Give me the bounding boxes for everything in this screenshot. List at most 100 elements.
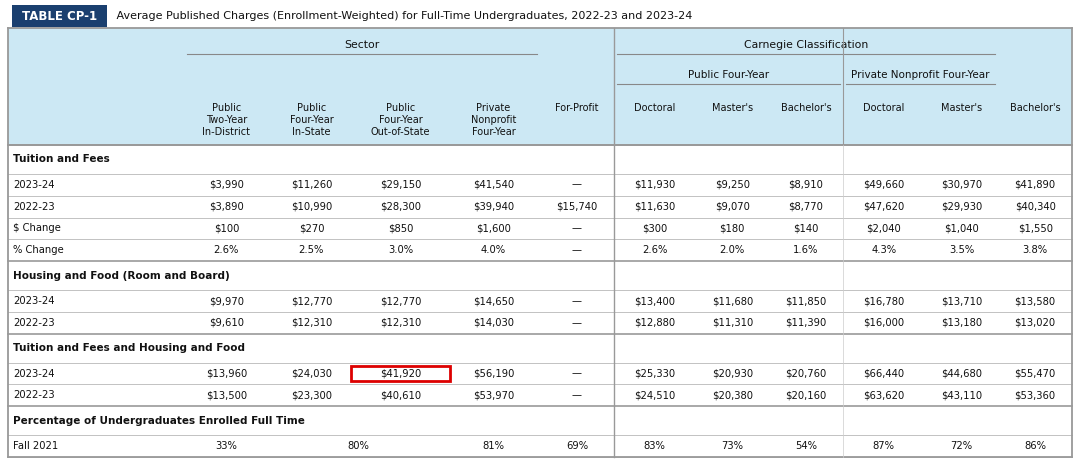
Text: $13,020: $13,020: [1014, 318, 1055, 328]
Text: $40,340: $40,340: [1015, 201, 1055, 212]
Text: $11,260: $11,260: [291, 180, 333, 189]
Text: $12,770: $12,770: [291, 296, 333, 306]
Text: $24,030: $24,030: [291, 369, 332, 379]
Text: —: —: [572, 318, 582, 328]
Text: 2.5%: 2.5%: [299, 245, 324, 256]
Text: $12,310: $12,310: [291, 318, 332, 328]
Text: $43,110: $43,110: [941, 390, 982, 400]
Text: $66,440: $66,440: [863, 369, 904, 379]
Text: Doctoral: Doctoral: [863, 103, 904, 113]
Text: $28,300: $28,300: [380, 201, 421, 212]
Text: $3,990: $3,990: [208, 180, 244, 189]
Text: 83%: 83%: [644, 441, 665, 451]
Text: 33%: 33%: [215, 441, 238, 451]
Text: $8,770: $8,770: [788, 201, 823, 212]
Bar: [8, 145, 1072, 457]
Text: TABLE CP-1: TABLE CP-1: [22, 10, 97, 23]
Text: $270: $270: [299, 224, 324, 233]
Text: Private Nonprofit Four-Year: Private Nonprofit Four-Year: [851, 70, 989, 80]
Text: $56,190: $56,190: [473, 369, 514, 379]
Text: 86%: 86%: [1024, 441, 1047, 451]
Text: $12,880: $12,880: [634, 318, 675, 328]
Text: $9,070: $9,070: [715, 201, 750, 212]
Text: $12,770: $12,770: [380, 296, 421, 306]
Text: $53,970: $53,970: [473, 390, 514, 400]
Text: Tuition and Fees: Tuition and Fees: [13, 154, 110, 164]
Text: $11,310: $11,310: [712, 318, 753, 328]
Text: —: —: [572, 224, 582, 233]
Text: $2,040: $2,040: [866, 224, 901, 233]
Text: Doctoral: Doctoral: [634, 103, 675, 113]
Text: $140: $140: [794, 224, 819, 233]
Text: $12,310: $12,310: [380, 318, 421, 328]
Text: 3.5%: 3.5%: [948, 245, 974, 256]
Text: —: —: [572, 390, 582, 400]
Text: $24,510: $24,510: [634, 390, 675, 400]
Text: $9,250: $9,250: [715, 180, 750, 189]
Text: $180: $180: [719, 224, 745, 233]
Text: 2.6%: 2.6%: [642, 245, 667, 256]
Text: $11,930: $11,930: [634, 180, 675, 189]
Text: $25,330: $25,330: [634, 369, 675, 379]
Text: 87%: 87%: [873, 441, 894, 451]
Text: $30,970: $30,970: [941, 180, 982, 189]
Text: Public Four-Year: Public Four-Year: [688, 70, 769, 80]
Text: 2023-24: 2023-24: [13, 180, 54, 189]
Text: Percentage of Undergraduates Enrolled Full Time: Percentage of Undergraduates Enrolled Fu…: [13, 416, 305, 426]
Text: 73%: 73%: [721, 441, 743, 451]
Text: $8,910: $8,910: [788, 180, 823, 189]
Text: $9,970: $9,970: [208, 296, 244, 306]
Text: $13,710: $13,710: [941, 296, 982, 306]
Text: Average Published Charges (Enrollment-Weighted) for Full-Time Undergraduates, 20: Average Published Charges (Enrollment-We…: [113, 11, 692, 21]
Text: $39,940: $39,940: [473, 201, 514, 212]
Text: $13,400: $13,400: [634, 296, 675, 306]
Text: Tuition and Fees and Housing and Food: Tuition and Fees and Housing and Food: [13, 343, 245, 353]
Text: Private
Nonprofit
Four-Year: Private Nonprofit Four-Year: [471, 103, 516, 137]
Text: 2.6%: 2.6%: [214, 245, 239, 256]
Text: $29,150: $29,150: [380, 180, 421, 189]
Text: $1,040: $1,040: [944, 224, 978, 233]
Text: 4.3%: 4.3%: [872, 245, 896, 256]
Text: Housing and Food (Room and Board): Housing and Food (Room and Board): [13, 271, 230, 281]
Text: $9,610: $9,610: [208, 318, 244, 328]
Text: —: —: [572, 296, 582, 306]
Text: Bachelor's: Bachelor's: [1010, 103, 1061, 113]
Text: $11,390: $11,390: [785, 318, 826, 328]
Text: Public
Two-Year
In-District: Public Two-Year In-District: [202, 103, 251, 137]
Text: 2023-24: 2023-24: [13, 296, 54, 306]
Text: $16,780: $16,780: [863, 296, 904, 306]
Text: $63,620: $63,620: [863, 390, 904, 400]
Text: $11,630: $11,630: [634, 201, 675, 212]
Text: $29,930: $29,930: [941, 201, 982, 212]
Text: $ Change: $ Change: [13, 224, 60, 233]
Text: Sector: Sector: [345, 40, 379, 50]
Text: Master's: Master's: [712, 103, 753, 113]
Bar: [8, 28, 1072, 145]
Text: $40,610: $40,610: [380, 390, 421, 400]
Text: $20,930: $20,930: [712, 369, 753, 379]
Text: $20,380: $20,380: [712, 390, 753, 400]
Text: 81%: 81%: [483, 441, 504, 451]
Text: $100: $100: [214, 224, 239, 233]
Text: $13,500: $13,500: [206, 390, 247, 400]
Text: 80%: 80%: [347, 441, 369, 451]
Text: Carnegie Classification: Carnegie Classification: [744, 40, 868, 50]
Text: $11,850: $11,850: [785, 296, 826, 306]
Text: 54%: 54%: [795, 441, 816, 451]
Text: —: —: [572, 180, 582, 189]
FancyBboxPatch shape: [12, 5, 107, 27]
Text: 1.6%: 1.6%: [794, 245, 819, 256]
Text: $55,470: $55,470: [1014, 369, 1056, 379]
Text: $1,550: $1,550: [1017, 224, 1053, 233]
Bar: [351, 365, 450, 382]
Text: $10,990: $10,990: [291, 201, 332, 212]
Text: $13,960: $13,960: [205, 369, 247, 379]
Text: 2023-24: 2023-24: [13, 369, 54, 379]
Text: $11,680: $11,680: [712, 296, 753, 306]
Text: 4.0%: 4.0%: [481, 245, 507, 256]
Text: Public
Four-Year
In-State: Public Four-Year In-State: [289, 103, 334, 137]
Text: 72%: 72%: [950, 441, 972, 451]
Text: $1,600: $1,600: [476, 224, 511, 233]
Text: For-Profit: For-Profit: [555, 103, 598, 113]
Text: 2022-23: 2022-23: [13, 318, 55, 328]
